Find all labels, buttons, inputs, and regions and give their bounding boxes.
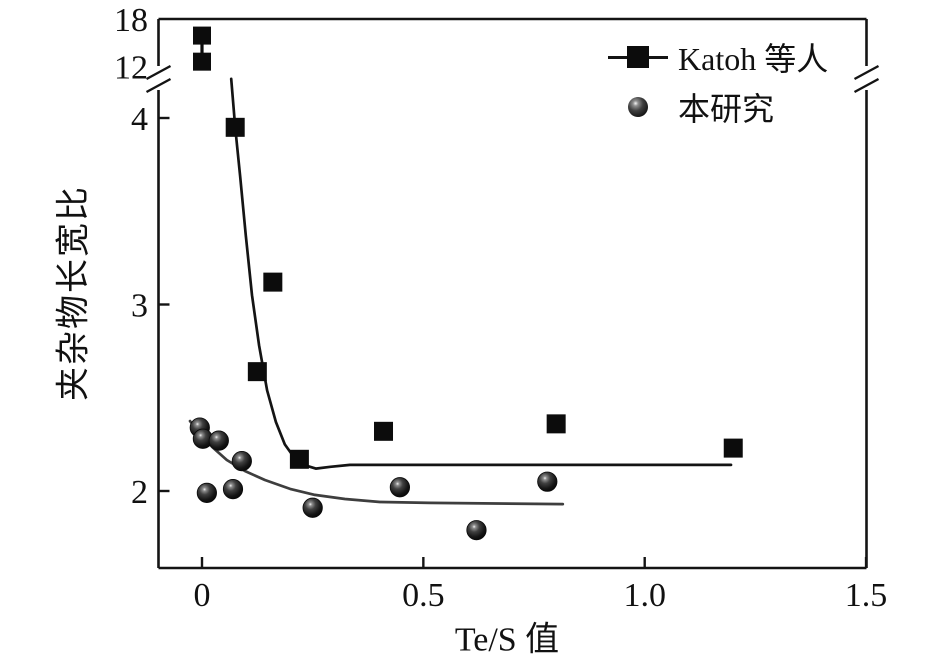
plot-frame bbox=[157, 17, 868, 570]
y-tick-label: 2 bbox=[131, 474, 148, 511]
study-point bbox=[222, 479, 244, 500]
x-tick-label: 0.5 bbox=[402, 577, 445, 614]
legend-sphere-marker-icon bbox=[608, 92, 668, 122]
legend-square-marker-icon bbox=[608, 42, 668, 72]
katoh-point bbox=[225, 117, 245, 137]
katoh-point bbox=[723, 438, 743, 458]
x-tick-label: 1.0 bbox=[623, 577, 666, 614]
right-axis-break-icon bbox=[853, 64, 880, 94]
x-tick-label: 1.5 bbox=[845, 577, 888, 614]
katoh-point-broken-region bbox=[193, 52, 211, 71]
katoh-point bbox=[289, 449, 309, 469]
legend-label-this-study: 本研究 bbox=[678, 91, 775, 127]
legend-item-this-study: 本研究 bbox=[608, 82, 828, 132]
katoh-point bbox=[546, 414, 566, 434]
x-axis-title: Te/S 值 bbox=[454, 621, 560, 659]
square-marker-icon bbox=[627, 46, 649, 68]
study-point bbox=[302, 497, 323, 518]
study-point bbox=[466, 520, 487, 541]
left-axis-break-icon bbox=[145, 64, 172, 94]
study-point bbox=[389, 477, 410, 498]
y-tick-label: 3 bbox=[131, 288, 148, 325]
katoh-fit-curve bbox=[229, 77, 733, 470]
y-tick-label-upper: 12 bbox=[114, 49, 148, 86]
y-tick-label: 4 bbox=[131, 101, 148, 138]
legend-label-katoh: Katoh 等人 bbox=[678, 41, 829, 77]
katoh-point bbox=[263, 272, 283, 292]
study-point bbox=[537, 471, 558, 492]
legend-item-katoh: Katoh 等人 bbox=[608, 32, 828, 82]
study-point bbox=[231, 451, 252, 472]
y-tick-label-upper: 18 bbox=[114, 2, 148, 39]
katoh-point bbox=[247, 362, 267, 382]
katoh-point bbox=[374, 421, 394, 441]
study-point bbox=[196, 482, 217, 503]
legend: Katoh 等人 本研究 bbox=[608, 32, 828, 132]
y-axis-title: 夹杂物长宽比 bbox=[55, 185, 93, 401]
study-point bbox=[208, 430, 229, 451]
katoh-point-broken-region bbox=[193, 26, 211, 45]
sphere-marker-icon bbox=[628, 97, 648, 117]
x-tick-label: 0 bbox=[194, 577, 211, 614]
